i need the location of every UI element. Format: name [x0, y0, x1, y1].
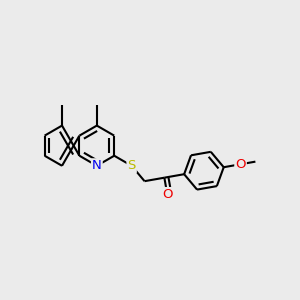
- Text: O: O: [162, 188, 172, 201]
- Text: N: N: [92, 159, 102, 172]
- Text: O: O: [235, 158, 246, 171]
- Text: S: S: [128, 159, 136, 172]
